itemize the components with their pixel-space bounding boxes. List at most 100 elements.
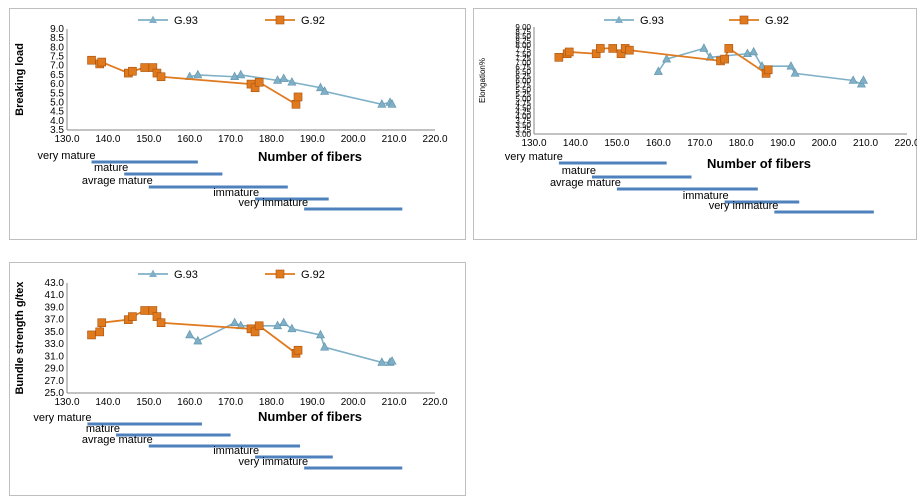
maturity-bar-avrage-mature [616,187,758,191]
y-tick-label: 8.50 [515,32,531,41]
x-tick-label: 180.0 [259,397,284,408]
legend-label-g-93: G.93 [174,15,198,27]
data-point-g-93 [377,99,387,108]
maturity-bar-mature [124,172,223,176]
y-tick-label: 8.25 [515,36,531,45]
data-point-g-92 [95,327,105,337]
data-point-g-92 [291,99,301,109]
y-tick-label: 5.00 [515,94,531,103]
y-tick-label: 6.5 [50,70,64,81]
data-point-g-93 [185,329,195,339]
data-point-g-92 [87,330,96,340]
y-tick-label: 3.50 [515,121,531,130]
legend-marker-g-93 [615,15,623,23]
x-tick-label: 180.0 [729,138,754,149]
legend-marker-g-92 [275,15,285,25]
y-tick-label: 41.0 [45,290,65,301]
x-tick-label: 150.0 [136,397,161,408]
data-point-g-93 [377,357,387,366]
data-point-g-93 [236,69,246,79]
maturity-bar-mature [592,175,692,179]
y-tick-label: 9.0 [50,24,64,35]
data-point-g-92 [87,55,96,65]
maturity-bar-immature [255,455,333,459]
x-tick-label: 190.0 [770,138,795,149]
data-point-g-93 [387,356,397,365]
data-point-g-93 [230,317,240,327]
y-tick-label: 6.75 [515,63,531,72]
data-point-g-92 [293,92,303,102]
maturity-bar-immature [255,197,329,201]
y-tick-label: 33.0 [45,339,65,350]
x-tick-label: 210.0 [853,138,878,149]
maturity-label-mature: mature [86,423,120,435]
data-point-g-93 [193,69,203,79]
maturity-bar-mature [116,433,231,437]
x-tick-label: 170.0 [218,397,243,408]
y-axis-label: Elongation% [478,58,487,103]
maturity-label-avrage-mature: avrage mature [550,177,621,189]
legend-label-g-93: G.93 [640,15,664,27]
maturity-label-very-immature: very immature [709,200,779,212]
y-tick-label: 6.00 [515,77,531,86]
x-tick-label: 140.0 [563,138,588,149]
y-tick-label: 5.0 [50,97,64,108]
data-point-g-93 [193,335,203,345]
data-point-g-92 [554,53,564,62]
data-point-g-93 [387,99,397,108]
x-tick-label: 190.0 [300,134,325,145]
data-point-g-92 [724,44,734,53]
maturity-bar-very-immature [304,207,403,211]
maturity-bar-very-immature [304,466,403,470]
x-tick-label: 200.0 [341,134,366,145]
data-point-g-93 [699,43,709,52]
x-tick-label: 180.0 [259,134,284,145]
legend-label-g-92: G.92 [765,15,789,27]
y-tick-label: 4.50 [515,103,531,112]
maturity-bar-avrage-mature [148,185,288,189]
y-tick-label: 27.0 [45,376,65,387]
y-tick-label: 29.0 [45,364,65,375]
x-tick-label: 160.0 [646,138,671,149]
y-axis-label: Bundle strength g/tex [14,281,26,395]
data-point-g-92 [128,312,137,321]
data-point-g-93 [662,53,672,63]
data-point-g-93 [273,320,283,330]
y-tick-label: 7.00 [515,59,531,68]
y-tick-label: 7.0 [50,61,64,72]
x-tick-label: 150.0 [136,134,161,145]
data-point-g-93 [279,317,289,327]
legend-marker-g-93 [149,269,157,277]
y-tick-label: 8.0 [50,42,64,53]
y-tick-label: 6.50 [515,68,531,77]
bundle-strength-chart: 25.027.029.0 31.033.035.037.0 39.041.043.0… [14,269,448,470]
x-tick-label: 220.0 [422,134,447,145]
y-tick-label: 7.25 [515,54,531,63]
data-point-g-93 [786,61,796,70]
y-tick-label: 25.0 [45,388,65,399]
y-tick-label: 31.0 [45,351,65,362]
data-point-g-93 [790,68,800,77]
maturity-bar-very-mature [87,422,202,426]
y-tick-label: 4.5 [50,107,64,118]
maturity-label-immature: immature [683,190,729,202]
legend-label-g-93: G.93 [174,269,198,281]
data-point-g-93 [316,82,326,92]
maturity-label-mature: mature [94,162,128,174]
y-tick-label: 9.00 [515,23,531,32]
x-tick-label: 210.0 [382,397,407,408]
y-tick-label: 4.75 [515,99,531,108]
legend-marker-g-93 [149,15,157,23]
x-tick-label: 130.0 [54,397,79,408]
y-tick-label: 6.25 [515,72,531,81]
legend-label-g-92: G.92 [301,15,325,27]
maturity-label-very-mature: very mature [505,151,563,163]
y-tick-label: 3.00 [515,130,531,139]
x-tick-label: 160.0 [177,134,202,145]
x-tick-label: 130.0 [521,138,546,149]
y-tick-label: 5.50 [515,85,531,94]
data-point-g-93 [279,73,289,82]
maturity-bar-immature [724,200,800,204]
data-point-g-92 [254,321,264,331]
data-point-g-92 [625,45,634,55]
